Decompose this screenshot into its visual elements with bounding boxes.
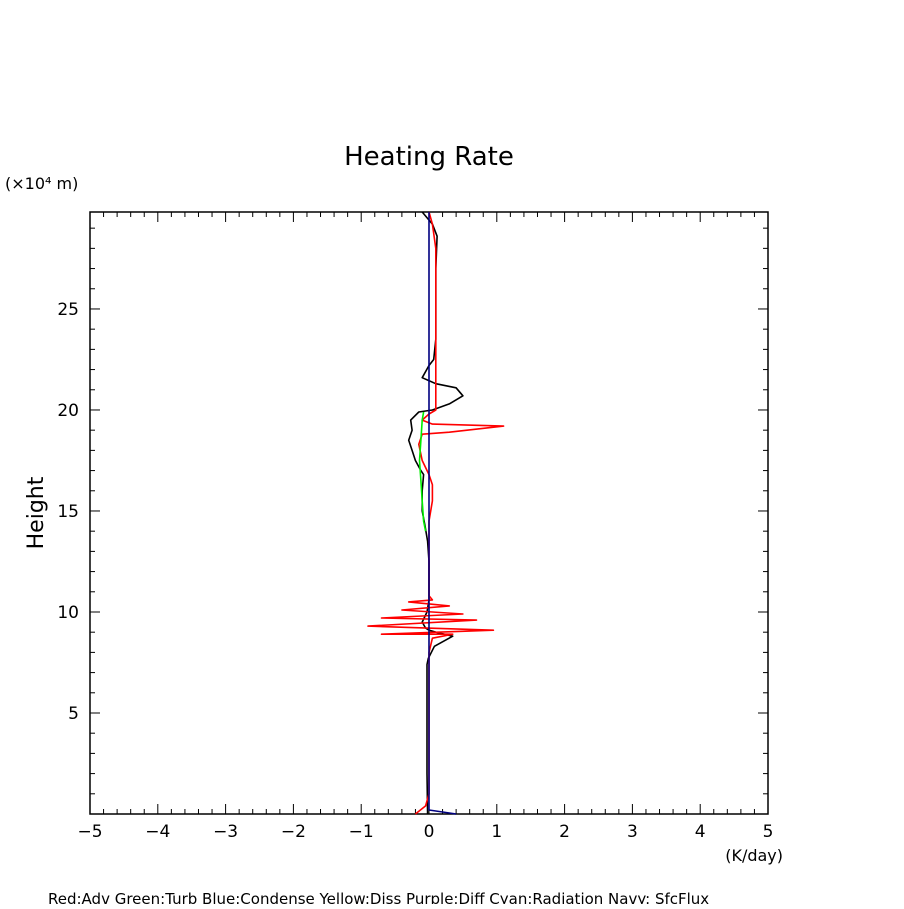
plot-area: −5 −4 −3 −2 −1 0 1 2 3 4 5 5 10 15 20 25	[57, 211, 774, 842]
series-line-3	[428, 212, 457, 815]
y-unit-label: (×10⁴ m)	[5, 174, 78, 193]
series-line-1	[367, 211, 505, 815]
x-tick-label: 2	[559, 822, 570, 842]
y-tick-label: 15	[57, 502, 79, 522]
x-tick-label: 3	[627, 822, 638, 842]
x-tick-label: −3	[213, 822, 238, 842]
y-tick-label: 5	[68, 704, 79, 724]
x-tick-label: 1	[491, 822, 502, 842]
x-unit-label: (K/day)	[725, 846, 783, 865]
x-tick-label: 5	[763, 822, 774, 842]
series-line-2	[418, 411, 427, 532]
y-tick-label: 25	[57, 300, 79, 320]
x-tick-label: −1	[349, 822, 374, 842]
y-tick-label: 10	[57, 603, 79, 623]
x-tick-label: 0	[424, 822, 435, 842]
y-axis-label: Height	[24, 476, 49, 549]
legend-text: Red:Adv Green:Turb Blue:Condense Yellow:…	[48, 890, 709, 904]
y-tick-label: 20	[57, 401, 79, 421]
x-tick-label: −5	[77, 822, 102, 842]
x-tick-label: −2	[281, 822, 306, 842]
x-tick-label: 4	[695, 822, 706, 842]
chart-title: Heating Rate	[344, 142, 514, 172]
x-tick-label: −4	[145, 822, 170, 842]
